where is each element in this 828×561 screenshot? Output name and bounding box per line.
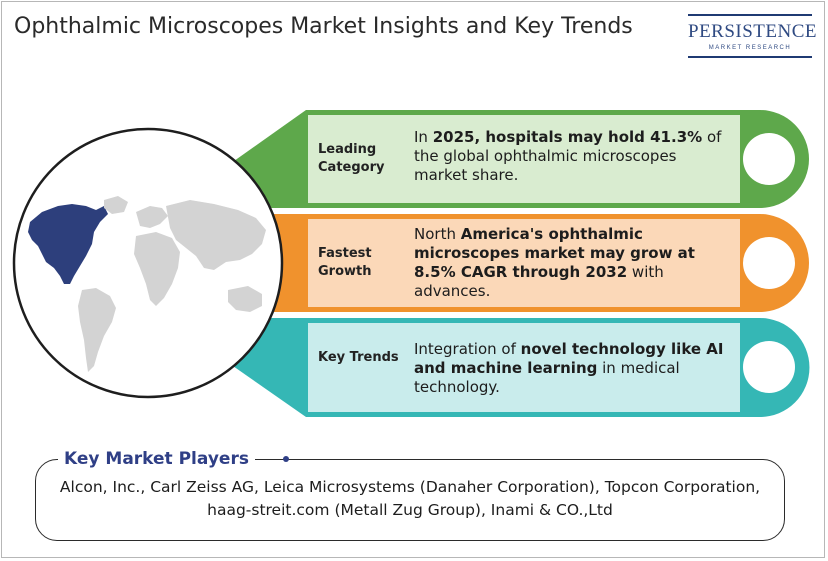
asia-map bbox=[166, 200, 266, 270]
row-fastest-growth bbox=[306, 214, 809, 312]
row-label-fastest-growth: Fastest Growth bbox=[318, 246, 372, 279]
africa-map bbox=[134, 232, 180, 306]
heading-dot-right bbox=[283, 456, 289, 462]
row-text-fastest-growth: North America's ophthalmic microscopes m… bbox=[414, 225, 732, 301]
row-text-segment: North bbox=[414, 225, 461, 243]
page-title: Ophthalmic Microscopes Market Insights a… bbox=[14, 14, 633, 39]
row-text-leading-category: In 2025, hospitals may hold 41.3% of the… bbox=[414, 128, 732, 185]
row-label-leading-category: Leading Category bbox=[318, 142, 385, 175]
row-key-trends bbox=[306, 318, 810, 417]
row-text-segment: novel technology like AI and machine lea… bbox=[414, 340, 724, 377]
logo-tagline: MARKET RESEARCH bbox=[708, 45, 792, 51]
north-america-map bbox=[28, 204, 108, 284]
row-text-segment: 2025, hospitals may hold 41.3% bbox=[432, 128, 703, 146]
persistence-logo: PERSISTENCE MARKET RESEARCH bbox=[688, 14, 818, 58]
key-players-heading: Key Market Players bbox=[58, 449, 255, 469]
row-text-segment: In bbox=[414, 128, 433, 146]
row-text-key-trends: Integration of novel technology like AI … bbox=[414, 340, 732, 397]
row-text-segment: in medical technology. bbox=[414, 359, 680, 396]
key-players-list: Alcon, Inc., Carl Zeiss AG, Leica Micros… bbox=[59, 478, 761, 519]
row-text-segment: America's ophthalmic microscopes market … bbox=[414, 225, 695, 281]
row-text-segment: of the global ophthalmic microscopes mar… bbox=[414, 128, 722, 184]
south-america-map bbox=[78, 288, 116, 372]
logo-name: PERSISTENCE bbox=[688, 21, 818, 42]
key-players-box bbox=[35, 459, 785, 541]
row-text-segment: with advances. bbox=[414, 263, 664, 300]
row-leading-category bbox=[306, 110, 809, 208]
row-text-segment: Integration of bbox=[414, 340, 521, 358]
world-map-globe bbox=[12, 127, 284, 399]
australia-map bbox=[228, 286, 262, 312]
row-label-key-trends: Key Trends bbox=[318, 350, 399, 365]
